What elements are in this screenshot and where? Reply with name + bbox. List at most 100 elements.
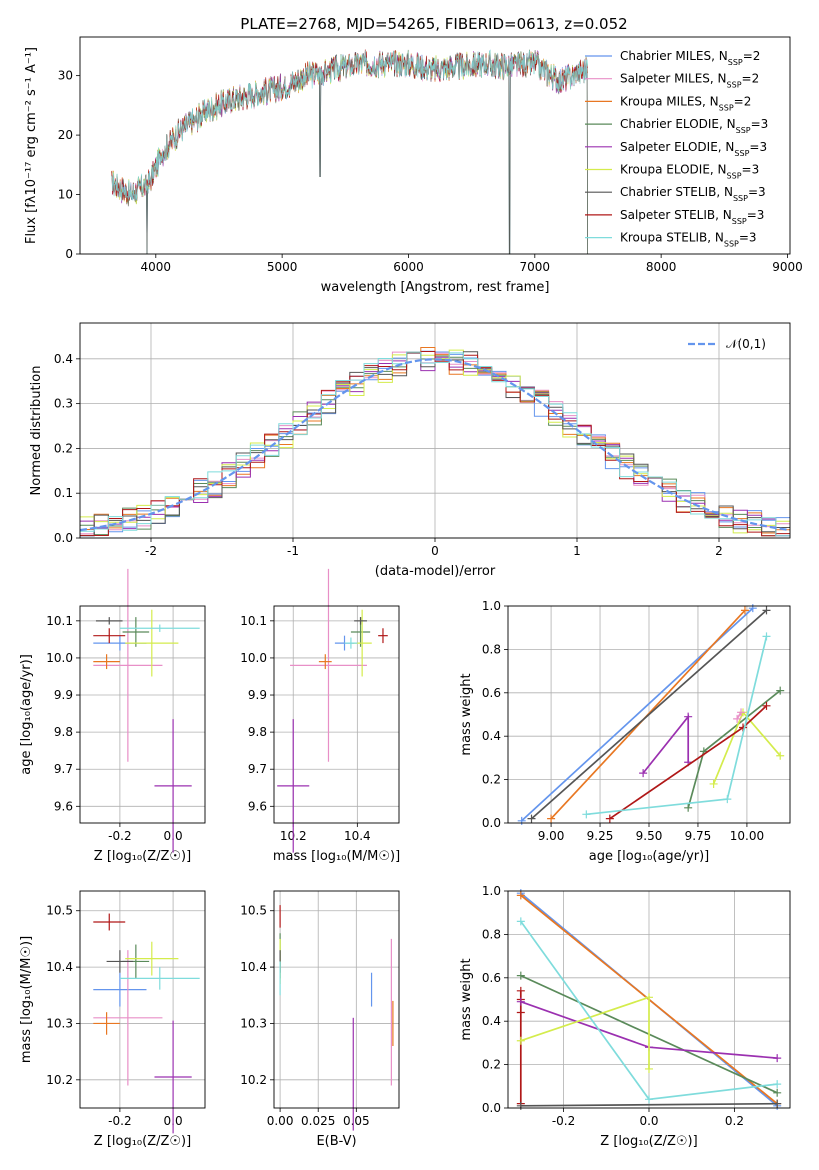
weight-marker bbox=[516, 986, 525, 995]
y-tick-label: 0.6 bbox=[482, 686, 501, 700]
legend-label: Kroupa MILES, NSSP=2 bbox=[620, 94, 751, 112]
weight-marker bbox=[776, 751, 785, 760]
spectrum-axes: 4000 5000 6000 7000 8000 9000 0 10 20 30 wavelengt… bbox=[24, 36, 803, 295]
errorbar-chabrier-stelib bbox=[354, 617, 367, 625]
errorbar-chabrier-stelib bbox=[95, 617, 123, 625]
mass-vs-Z-plot bbox=[93, 913, 200, 1134]
weight-marker bbox=[776, 686, 785, 695]
mass-weight-vs-Z-plot bbox=[516, 889, 782, 1110]
x-tick-label: 0.05 bbox=[343, 1114, 370, 1128]
residuals-axes: -2 -1 0 1 2 0.0 0.1 0.2 0.3 0.4 (data-model)/error… bbox=[29, 322, 791, 579]
x-tick-label: 8000 bbox=[646, 260, 677, 274]
age-vs-Z-ylabel: age [log₁₀(age/yr)] bbox=[19, 654, 34, 775]
y-tick-label: 1.0 bbox=[482, 884, 501, 898]
y-tick-label: 10.3 bbox=[46, 1016, 73, 1030]
y-tick-label: 0.1 bbox=[54, 486, 73, 500]
spectrum-xlabel: wavelength [Angstrom, rest frame] bbox=[321, 280, 550, 295]
x-tick-label: -2 bbox=[145, 544, 157, 558]
weight-series-kroupa-stelib bbox=[582, 632, 771, 819]
weight-marker bbox=[645, 993, 653, 1002]
y-tick-label: 0.0 bbox=[54, 531, 73, 545]
errorbar-salpeter-elodie bbox=[154, 1020, 192, 1134]
mass-vs-EBV-plot bbox=[279, 905, 394, 1131]
y-tick-label: 0.4 bbox=[54, 352, 73, 366]
errorbar-chabrier-elodie bbox=[122, 617, 150, 647]
x-tick-label: 4000 bbox=[141, 260, 172, 274]
legend-label: Chabrier MILES, NSSP=2 bbox=[620, 49, 760, 67]
y-tick-label: 10.1 bbox=[46, 614, 73, 628]
weight-series-chabrier-elodie bbox=[684, 686, 785, 812]
weight-series-salpeter-stelib bbox=[516, 986, 525, 1108]
weight-marker bbox=[516, 997, 525, 1006]
weight-marker bbox=[684, 712, 693, 721]
y-tick-label: 10.4 bbox=[240, 960, 267, 974]
weight-marker bbox=[645, 1095, 653, 1104]
mass-weight-vs-age-plot bbox=[517, 604, 785, 825]
weight-marker bbox=[762, 632, 771, 641]
mass-weight-vs-age-ylabel: mass weight bbox=[459, 673, 474, 755]
errorbar-salpeter-miles bbox=[290, 568, 367, 762]
legend-label: Kroupa ELODIE, NSSP=3 bbox=[620, 163, 759, 181]
spectrum-frame bbox=[79, 36, 791, 255]
weight-marker bbox=[516, 891, 525, 900]
weight-marker bbox=[516, 917, 525, 926]
legend-label: Chabrier STELIB, NSSP=3 bbox=[620, 185, 766, 203]
y-tick-label: 0 bbox=[65, 247, 73, 261]
x-tick-label: 0.00 bbox=[267, 1114, 294, 1128]
y-tick-label: 9.6 bbox=[248, 799, 267, 813]
x-tick-label: -0.2 bbox=[108, 1114, 131, 1128]
age-vs-mass-xlabel: mass [log₁₀(M/M☉)] bbox=[273, 849, 400, 864]
errorbar-salpeter-miles bbox=[93, 568, 163, 762]
weight-marker bbox=[516, 1036, 525, 1045]
age-vs-mass-frame bbox=[273, 605, 400, 824]
x-tick-label: 0.025 bbox=[301, 1114, 335, 1128]
spectrum-series-kroupa-stelib bbox=[111, 49, 588, 201]
x-tick-label: 9.25 bbox=[587, 829, 614, 843]
mass-vs-Z-ylabel: mass [log₁₀(M/M☉)] bbox=[19, 936, 34, 1063]
x-tick-label: 6000 bbox=[393, 260, 424, 274]
y-tick-label: 9.9 bbox=[248, 688, 267, 702]
y-tick-label: 10 bbox=[58, 188, 73, 202]
y-tick-label: 9.8 bbox=[248, 725, 267, 739]
mass-vs-EBV-frame bbox=[273, 890, 400, 1109]
x-tick-label: 0 bbox=[431, 544, 439, 558]
residuals-ylabel: Normed distribution bbox=[29, 366, 44, 496]
legend-label: Salpeter ELODIE, NSSP=3 bbox=[620, 140, 767, 158]
mass-weight-vs-Z-ylabel: mass weight bbox=[459, 958, 474, 1040]
x-tick-label: 0.2 bbox=[725, 1114, 744, 1128]
y-tick-label: 10.1 bbox=[240, 614, 267, 628]
legend-label: Chabrier ELODIE, NSSP=3 bbox=[620, 117, 768, 135]
y-tick-label: 10.0 bbox=[46, 651, 73, 665]
x-tick-label: 2 bbox=[715, 544, 723, 558]
weight-marker bbox=[516, 1101, 525, 1110]
errorbar-salpeter-stelib bbox=[378, 628, 388, 644]
x-tick-label: 5000 bbox=[267, 260, 298, 274]
legend-label: Salpeter STELIB, NSSP=3 bbox=[620, 208, 764, 226]
x-tick-label: 0.0 bbox=[639, 1114, 658, 1128]
y-tick-label: 10.5 bbox=[240, 904, 267, 918]
y-tick-label: 10.2 bbox=[240, 1073, 267, 1087]
errorbar-kroupa-miles bbox=[93, 654, 120, 670]
weight-series-kroupa-elodie bbox=[516, 993, 653, 1073]
y-tick-label: 0.3 bbox=[54, 397, 73, 411]
weight-marker bbox=[582, 810, 591, 819]
weight-marker bbox=[639, 769, 648, 778]
weight-marker bbox=[709, 779, 718, 788]
weight-marker bbox=[516, 1008, 525, 1017]
errorbar-salpeter-elodie bbox=[277, 719, 310, 853]
residuals-frame bbox=[79, 322, 791, 539]
weight-marker bbox=[773, 1088, 782, 1097]
weight-marker bbox=[547, 814, 556, 823]
y-tick-label: 10.0 bbox=[240, 651, 267, 665]
mass-weight-vs-age-xlabel: age [log₁₀(age/yr)] bbox=[589, 849, 710, 864]
spectrum-ylabel: Flux [fλ10⁻¹⁷ erg cm⁻² s⁻¹ A⁻¹] bbox=[24, 47, 39, 244]
hist-series-kroupa-stelib bbox=[80, 351, 790, 537]
weight-series-kroupa-stelib bbox=[516, 917, 782, 1104]
x-tick-label: -0.2 bbox=[552, 1114, 575, 1128]
weight-series-salpeter-elodie bbox=[639, 712, 693, 778]
age-vs-Z-plot bbox=[93, 568, 200, 853]
errorbar-salpeter-miles bbox=[93, 950, 163, 1086]
weight-marker bbox=[517, 816, 526, 825]
weight-marker bbox=[527, 814, 536, 823]
y-tick-label: 10.2 bbox=[46, 1073, 73, 1087]
